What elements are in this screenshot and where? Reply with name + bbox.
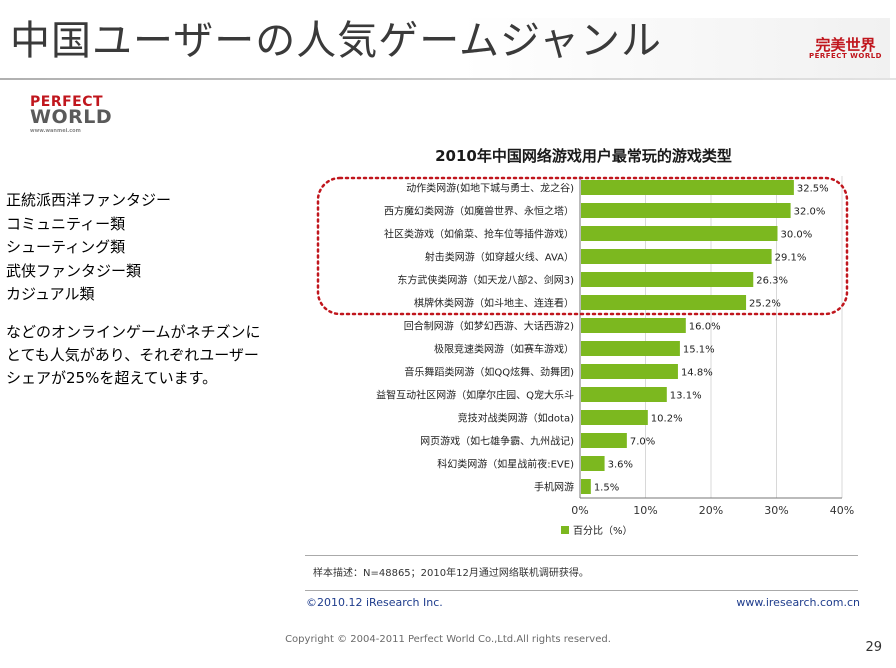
x-tick-label: 10% — [633, 504, 657, 517]
chart-panel: 2010年中国网络游戏用户最常玩的游戏类型 0% 10% 20% 30% 40% 动作类网… — [305, 137, 862, 615]
sample-note: 样本描述：N=48865；2010年12月通过网络联机调研获得。 — [313, 568, 589, 579]
category-label: 手机网游 — [534, 481, 574, 494]
genre-description: 正統派西洋ファンタジー コミュニティー類 シューティング類 武侠ファンタジー類 … — [6, 189, 261, 390]
bar — [581, 180, 794, 195]
copyright-text: Copyright © 2004-2011 Perfect World Co.,… — [285, 634, 611, 645]
brand-logo-cn: 完美世界 — [815, 36, 876, 54]
bar — [581, 226, 778, 241]
category-label: 动作类网游(如地下城与勇士、龙之谷) — [406, 182, 574, 195]
data-label: 7.0% — [630, 437, 655, 448]
perfect-world-logo: PERFECT WORLD www.wanmei.com — [30, 95, 112, 134]
data-label: 13.1% — [670, 391, 702, 402]
data-label: 29.1% — [775, 253, 807, 264]
data-label: 30.0% — [781, 230, 813, 241]
bar — [581, 272, 754, 287]
category-label: 科幻类网游（如星战前夜:EVE) — [437, 458, 574, 471]
category-label: 益智互动社区网游（如摩尔庄园、Q宠大乐斗 — [376, 389, 574, 402]
bar — [581, 410, 648, 425]
category-label: 棋牌休类网游（如斗地主、连连看） — [414, 297, 574, 310]
data-label: 3.6% — [608, 460, 633, 471]
logo-line-world: WORLD — [30, 106, 113, 128]
legend-swatch — [561, 526, 569, 534]
x-tick-label: 40% — [830, 504, 854, 517]
data-label: 32.0% — [794, 207, 826, 218]
bar — [581, 203, 791, 218]
data-label: 25.2% — [749, 299, 781, 310]
paragraph-line: シェアが25%を超えています。 — [6, 368, 218, 387]
category-label: 竞技对战类网游（如dota) — [458, 412, 575, 425]
brand-logo-en: PERFECT WORLD — [808, 52, 882, 60]
chart-title: 2010年中国网络游戏用户最常玩的游戏类型 — [435, 147, 732, 165]
paragraph-line: などのオンラインゲームがネチズンに — [6, 322, 261, 341]
category-label: 极限竞速类网游（如赛车游戏） — [434, 343, 574, 356]
bar — [581, 318, 686, 333]
brand-logo-top: 完美世界 PERFECT WORLD — [809, 38, 882, 60]
category-label: 音乐舞蹈类网游（如QQ炫舞、劲舞团) — [404, 366, 574, 379]
source-url: www.iresearch.com.cn — [736, 596, 860, 609]
highlight-outline — [316, 176, 849, 316]
page-number: 29 — [865, 640, 882, 655]
slide-title: 中国ユーザーの人気ゲームジャンル — [10, 18, 662, 64]
logo-url: www.wanmei.com — [30, 128, 81, 134]
data-label: 26.3% — [756, 276, 788, 287]
category-label: 回合制网游（如梦幻西游、大话西游2) — [404, 320, 574, 333]
bar — [581, 456, 605, 471]
header-divider — [0, 78, 896, 80]
bar — [581, 295, 747, 310]
x-tick-label: 30% — [764, 504, 788, 517]
data-label: 32.5% — [797, 184, 829, 195]
bar — [581, 433, 627, 448]
genre-item: 武侠ファンタジー類 — [6, 261, 142, 280]
category-label: 射击类网游（如穿越火线、AVA） — [425, 251, 574, 264]
genre-item: 正統派西洋ファンタジー — [6, 191, 172, 209]
genre-item: カジュアル類 — [6, 285, 95, 303]
x-tick-label: 20% — [699, 504, 723, 517]
bar — [581, 249, 772, 264]
legend-label: 百分比（%） — [573, 525, 633, 537]
bar — [581, 387, 667, 402]
sample-note-box: 样本描述：N=48865；2010年12月通过网络联机调研获得。 — [305, 555, 858, 591]
description-paragraph: などのオンラインゲームがネチズンに とても人気があり、それぞれユーザー シェアが… — [6, 321, 261, 390]
category-label: 东方武侠类网游（如天龙八部2、剑网3) — [397, 274, 574, 287]
bar — [581, 341, 680, 356]
bar-chart: 0% 10% 20% 30% 40% 动作类网游(如地下城与勇士、龙之谷) 32.5% 西方魔… — [316, 176, 854, 537]
data-label: 10.2% — [651, 414, 683, 425]
data-label: 1.5% — [594, 483, 619, 494]
bar — [581, 479, 591, 494]
bar — [581, 364, 678, 379]
x-tick-label: 0% — [571, 504, 588, 517]
category-label: 西方魔幻类网游（如魔兽世界、永恒之塔） — [384, 205, 574, 218]
data-label: 15.1% — [683, 345, 715, 356]
logo-line-perfect: PERFECT — [30, 94, 104, 110]
source-credit: ©2010.12 iResearch Inc. — [306, 596, 443, 609]
header-banner-graphic — [460, 18, 890, 78]
genre-item: シューティング類 — [6, 238, 126, 256]
category-label: 网页游戏（如七雄争霸、九州战记) — [420, 435, 574, 448]
paragraph-line: とても人気があり、それぞれユーザー — [6, 345, 259, 364]
data-label: 14.8% — [681, 368, 713, 379]
category-label: 社区类游戏（如偷菜、抢车位等插件游戏） — [384, 228, 574, 241]
genre-item: コミュニティー類 — [6, 214, 126, 233]
data-label: 16.0% — [689, 322, 721, 333]
